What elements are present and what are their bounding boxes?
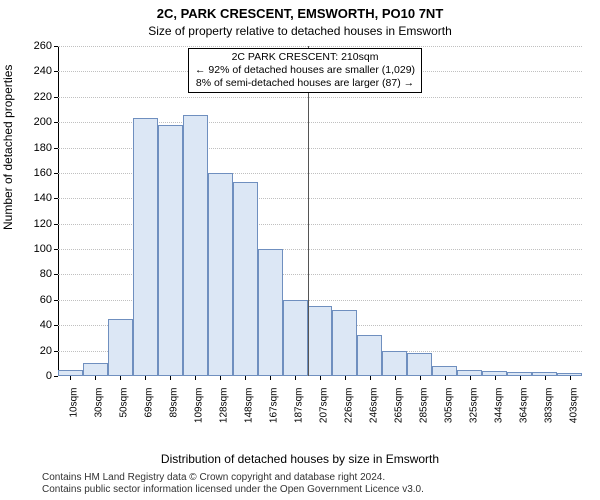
x-tick-label: 187sqm [294,388,305,438]
y-tick-label: 20 [22,345,52,357]
bar [233,182,258,376]
x-tick-label: 403sqm [568,388,579,438]
x-tick-label: 167sqm [269,388,280,438]
y-tick-label: 220 [22,91,52,103]
bar [183,115,208,376]
x-tick-label: 305sqm [443,388,454,438]
y-tick-label: 0 [22,370,52,382]
x-tick-label: 148sqm [244,388,255,438]
x-tick-label: 226sqm [343,388,354,438]
y-tick-label: 120 [22,218,52,230]
chart-title: 2C, PARK CRESCENT, EMSWORTH, PO10 7NT [0,6,600,21]
y-tick-label: 80 [22,268,52,280]
chart-subtitle: Size of property relative to detached ho… [0,24,600,38]
x-tick-label: 128sqm [219,388,230,438]
y-tick-label: 180 [22,142,52,154]
y-axis-label: Number of detached properties [1,65,15,230]
bar [208,173,233,376]
y-tick-label: 140 [22,192,52,204]
bar [357,335,382,376]
x-tick-label: 89sqm [169,388,180,438]
x-tick-label: 30sqm [94,388,105,438]
chart-plot-area: 020406080100120140160180200220240260 10s… [58,46,582,376]
y-tick-label: 260 [22,40,52,52]
bar [332,310,357,376]
x-tick-label: 109sqm [194,388,205,438]
annotation-box: 2C PARK CRESCENT: 210sqm ← 92% of detach… [188,48,422,93]
y-tick-label: 160 [22,167,52,179]
x-tick-label: 69sqm [144,388,155,438]
bar [382,351,407,376]
x-tick-label: 344sqm [493,388,504,438]
attribution: Contains HM Land Registry data © Crown c… [42,472,424,496]
bar [133,118,158,376]
annotation-line1: 2C PARK CRESCENT: 210sqm [195,51,415,64]
x-tick-label: 10sqm [69,388,80,438]
x-tick-label: 285sqm [418,388,429,438]
x-tick-label: 265sqm [393,388,404,438]
bar [158,125,183,376]
attribution-line1: Contains HM Land Registry data © Crown c… [42,472,424,484]
x-tick-label: 364sqm [518,388,529,438]
x-tick-label: 207sqm [319,388,330,438]
x-tick-label: 50sqm [119,388,130,438]
annotation-line3: 8% of semi-detached houses are larger (8… [195,77,415,90]
y-tick-label: 240 [22,65,52,77]
attribution-line2: Contains public sector information licen… [42,484,424,496]
bar [432,366,457,376]
x-tick-label: 383sqm [543,388,554,438]
bar [83,363,108,376]
y-tick-label: 100 [22,243,52,255]
bar [108,319,133,376]
y-tick-label: 60 [22,294,52,306]
bar [258,249,283,376]
x-tick-label: 246sqm [368,388,379,438]
x-tick-label: 325sqm [468,388,479,438]
bar [407,353,432,376]
y-tick-label: 200 [22,116,52,128]
bar [308,306,333,376]
y-tick-label: 40 [22,319,52,331]
bar [283,300,308,376]
annotation-line2: ← 92% of detached houses are smaller (1,… [195,64,415,77]
x-axis-label: Distribution of detached houses by size … [0,452,600,466]
